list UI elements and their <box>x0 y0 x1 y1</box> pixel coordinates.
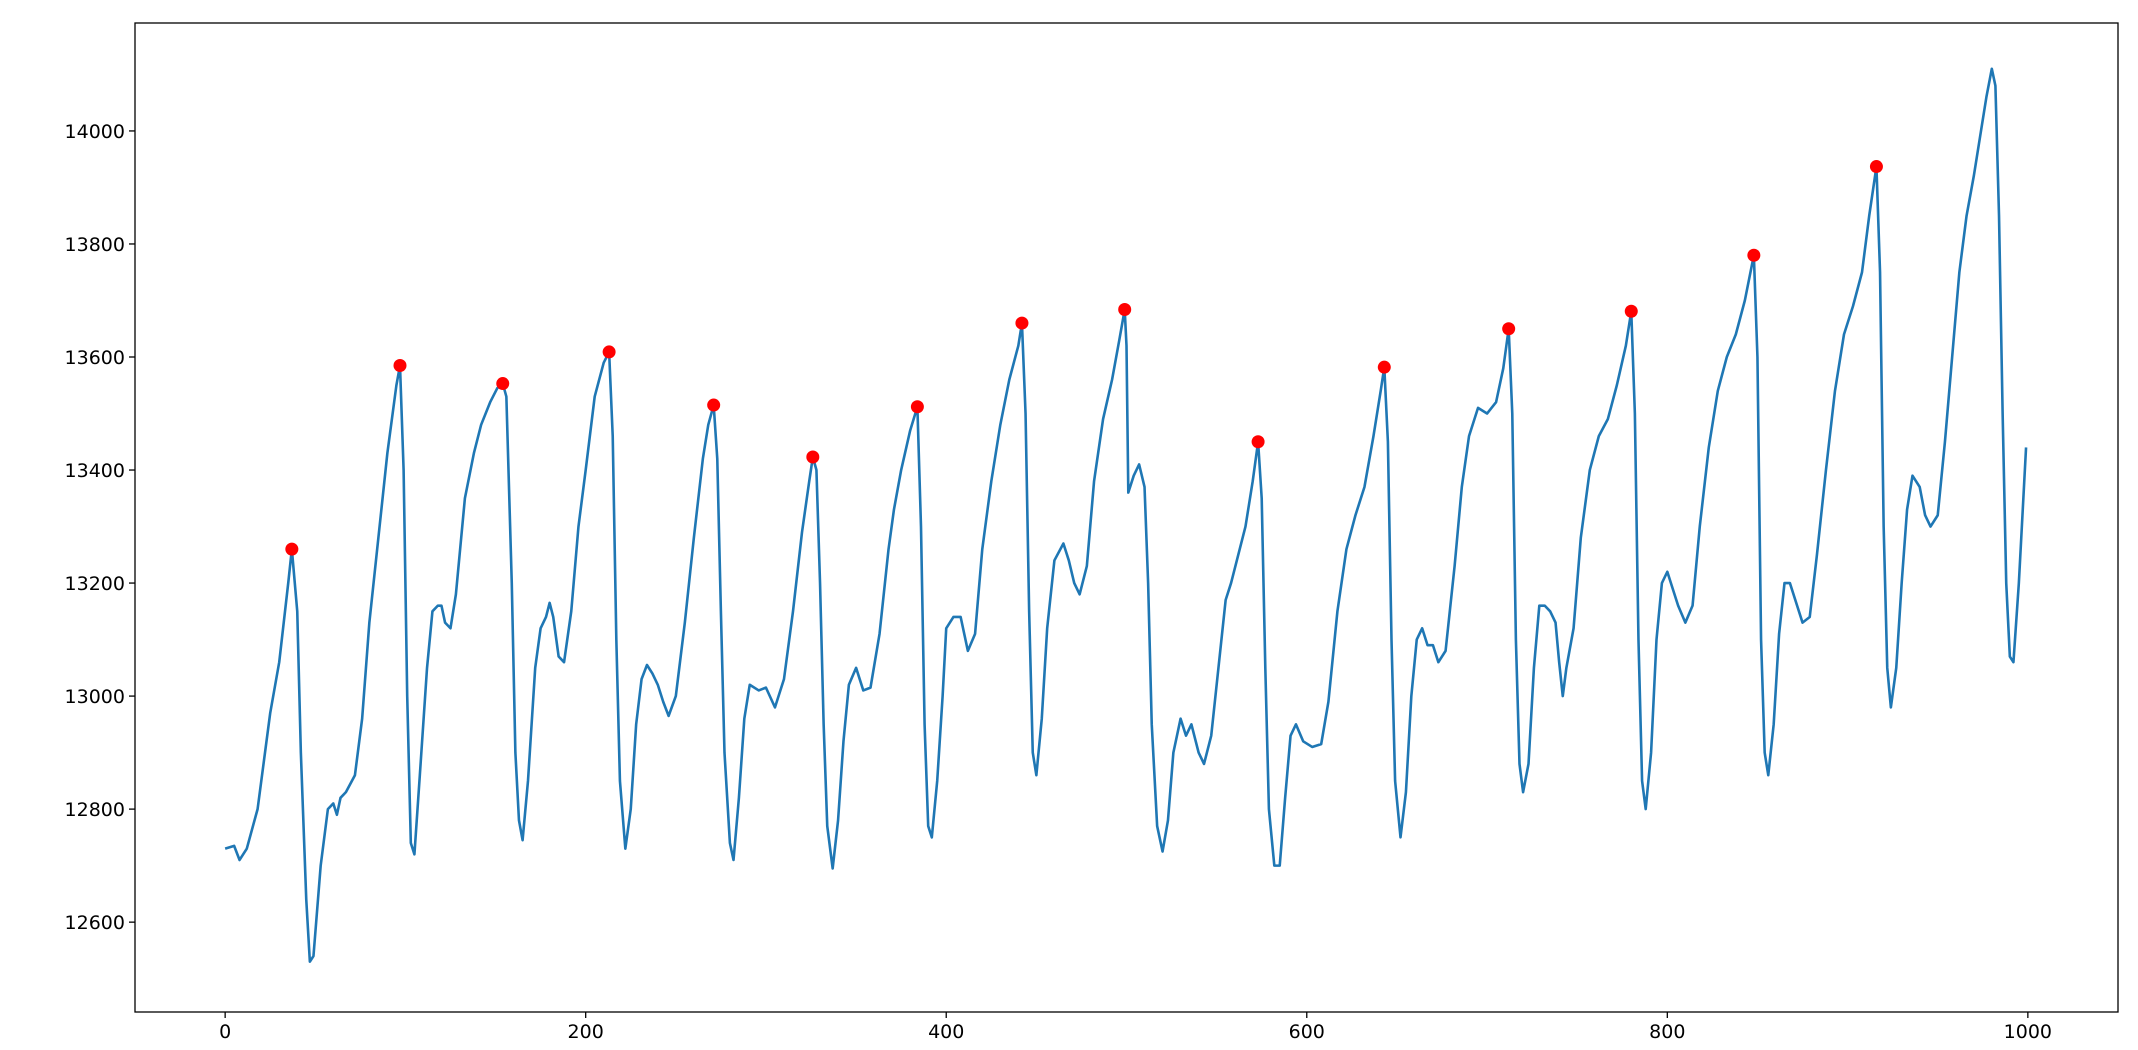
y-tick-label: 12800 <box>65 799 125 821</box>
y-tick-label: 13800 <box>65 234 125 256</box>
peak-point <box>1377 360 1391 374</box>
peak-point <box>1624 304 1638 318</box>
y-tick-label: 13200 <box>65 573 125 595</box>
x-tick-label: 600 <box>1289 1021 1325 1043</box>
x-tick-label: 400 <box>928 1021 964 1043</box>
y-tick-label: 14000 <box>65 121 125 143</box>
peak-point <box>1747 248 1761 262</box>
peak-point <box>707 398 721 412</box>
y-tick-label: 12600 <box>65 912 125 934</box>
peak-point <box>1251 435 1265 449</box>
y-tick-label: 13600 <box>65 347 125 369</box>
peak-point <box>1015 316 1029 330</box>
peak-point <box>285 542 299 556</box>
x-tick-label: 1000 <box>2004 1021 2052 1043</box>
peak-point <box>806 450 820 464</box>
peak-point <box>602 345 616 359</box>
peak-point <box>496 377 510 391</box>
peak-point <box>393 358 407 372</box>
peak-point <box>1118 303 1132 317</box>
x-tick-label: 200 <box>568 1021 604 1043</box>
x-tick-label: 800 <box>1649 1021 1685 1043</box>
y-tick-label: 13400 <box>65 460 125 482</box>
y-tick-label: 13000 <box>65 686 125 708</box>
data-line <box>224 67 2028 963</box>
peak-point <box>1869 160 1883 174</box>
plot-frame <box>134 22 2119 1013</box>
peak-point <box>910 400 924 414</box>
x-tick-label: 0 <box>219 1021 231 1043</box>
peak-point <box>1502 322 1516 336</box>
